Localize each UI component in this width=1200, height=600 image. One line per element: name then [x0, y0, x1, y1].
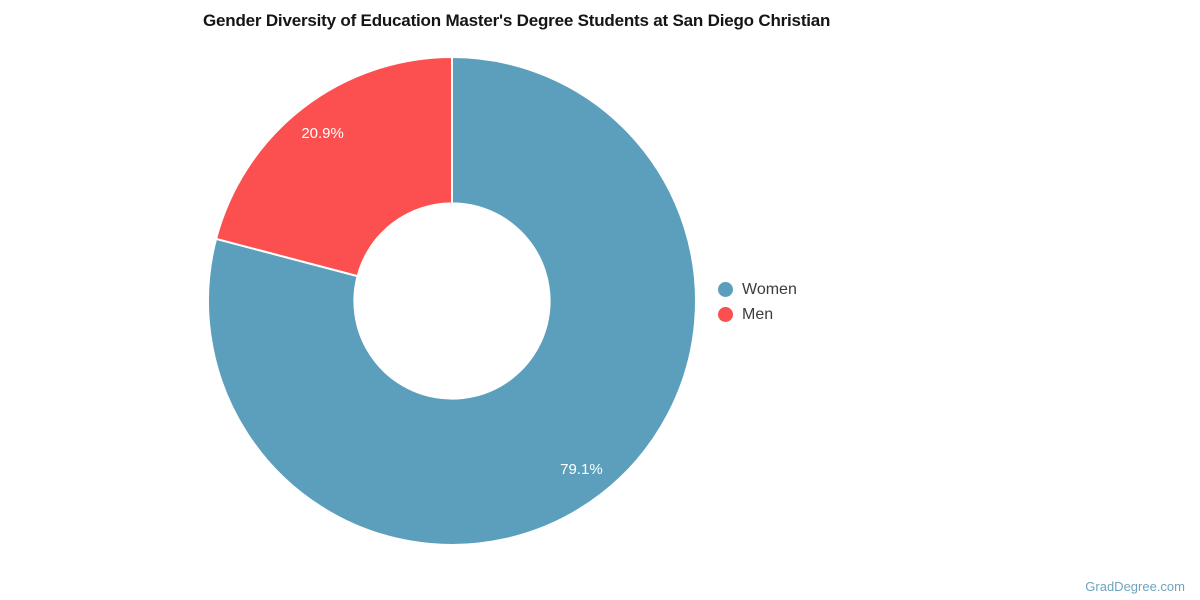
legend-item-women[interactable]: Women [718, 279, 797, 300]
slice-label-men: 20.9% [301, 125, 344, 142]
legend-marker-men-icon [718, 307, 733, 322]
chart-title: Gender Diversity of Education Master's D… [203, 11, 831, 30]
watermark-link[interactable]: GradDegree.com [1085, 579, 1185, 594]
legend-item-men[interactable]: Men [718, 304, 797, 325]
legend: Women Men [718, 279, 797, 325]
legend-marker-women-icon [718, 282, 733, 297]
legend-label-men: Men [742, 305, 774, 323]
donut-slice-men[interactable] [214, 55, 453, 278]
legend-label-women: Women [742, 280, 797, 298]
slice-label-women: 79.1% [560, 461, 603, 478]
donut-slice-women[interactable] [207, 55, 697, 546]
